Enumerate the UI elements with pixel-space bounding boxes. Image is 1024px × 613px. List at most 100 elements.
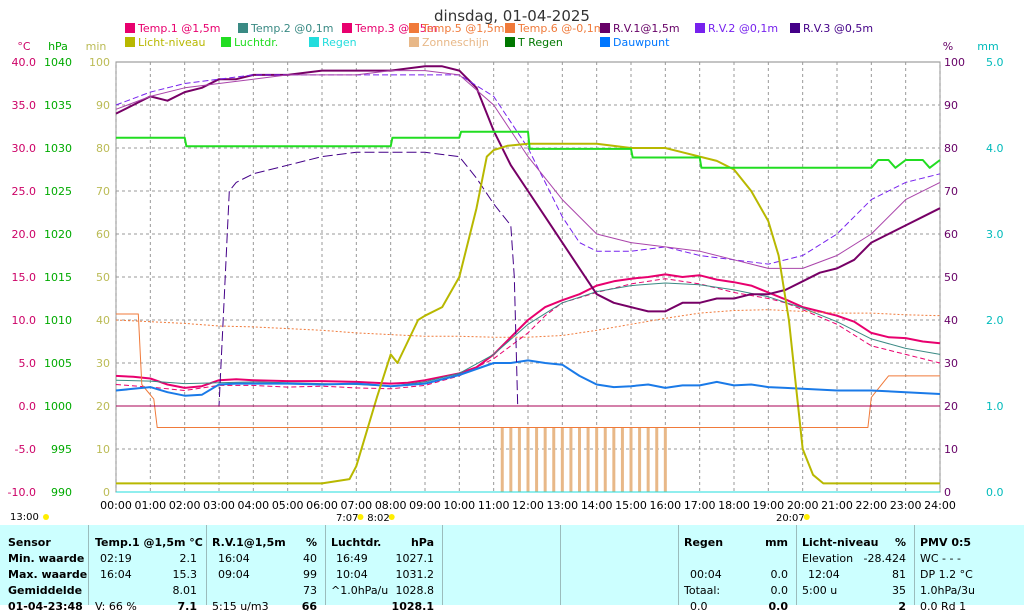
x-tick-label: 12:00 (512, 499, 544, 512)
x-tick-label: 16:00 (649, 499, 681, 512)
minutes-tick-label: 0 (103, 486, 110, 499)
legend-label: R.V.3 @0,5m (803, 22, 873, 35)
rain-tick-label: 3.0 (986, 228, 1004, 241)
sensor-header: Sensor (8, 536, 51, 549)
series-line-temp-1-1-5m (115, 273, 941, 389)
sun-marker-icon (803, 514, 810, 520)
x-tick-label: 01:00 (134, 499, 166, 512)
legend-swatch (409, 37, 419, 47)
rain-axis-label: mm (977, 40, 998, 53)
legend-swatch (125, 23, 135, 33)
x-tick-label: 19:00 (752, 499, 784, 512)
x-tick-label: 22:00 (855, 499, 887, 512)
sunshine-bar (646, 427, 650, 492)
legend-swatch (505, 37, 515, 47)
temp1-last-val: 7.1 (177, 600, 198, 613)
light-header: Licht-niveau (802, 536, 879, 549)
rv1-max-val: 99 (303, 568, 317, 581)
sunshine-bar (509, 427, 513, 492)
row-avg-label: Gemiddelde (8, 584, 83, 597)
x-tick-label: 10:00 (443, 499, 475, 512)
temp-tick-label: 40.0 (12, 56, 37, 69)
sunshine-bar (612, 427, 616, 492)
legend-swatch (342, 23, 352, 33)
legend-swatch (695, 23, 705, 33)
legend-swatch (790, 23, 800, 33)
temp-axis-label: °C (17, 40, 31, 53)
humidity-tick-label: 60 (944, 228, 958, 241)
rain-row3-label: 0.0 (690, 600, 708, 613)
rain-tick-label: 5.0 (986, 56, 1004, 69)
rv1-last-label: 5:15 u/m3 (212, 600, 269, 613)
x-tick-label: 08:00 (375, 499, 407, 512)
legend-label: Zonneschijn (422, 36, 489, 49)
pmv-wc: WC - - - (920, 552, 961, 565)
rain-row2-val: 0.0 (770, 584, 789, 597)
x-tick-label: 20:00 (787, 499, 819, 512)
pressure-unit: hPa (410, 536, 434, 549)
rain-tick-label: 2.0 (986, 314, 1004, 327)
pressure-tick-label: 1005 (44, 357, 72, 370)
pressure-tick-label: 1040 (44, 56, 72, 69)
pressure-trend-val: 1028.8 (395, 584, 435, 597)
sunshine-bar (629, 427, 633, 492)
row-max-label: Max. waarde (8, 568, 88, 581)
pressure-tick-label: 990 (51, 486, 72, 499)
row-last-label: 01-04-23:48 (8, 600, 83, 613)
rv1-unit: % (305, 536, 317, 549)
light-last-val: 2 (898, 600, 906, 613)
legend-swatch (309, 37, 319, 47)
legend-label: Temp.1 @1,5m (137, 22, 221, 35)
x-tick-label: 07:00 (340, 499, 372, 512)
x-tick-label: 24:00 (924, 499, 956, 512)
humidity-tick-label: 100 (944, 56, 965, 69)
legend-label: Temp.6 @-0,1m (517, 22, 605, 35)
x-tick-label: 04:00 (237, 499, 269, 512)
sunshine-bar (603, 427, 607, 492)
sunshine-bar (655, 427, 659, 492)
minutes-tick-label: 80 (96, 142, 110, 155)
temp-tick-label: -5.0 (15, 443, 36, 456)
legend-swatch (409, 23, 419, 33)
legend-swatch (600, 37, 610, 47)
light-max-time: 12:04 (808, 568, 840, 581)
sun-markers: 13:00 7:07 8:02 20:07 (10, 512, 810, 524)
rain-row3-val: 0.0 (768, 600, 789, 613)
sunshine-bar (543, 427, 547, 492)
temp1-max-val: 15.3 (172, 568, 198, 581)
x-tick-label: 03:00 (203, 499, 235, 512)
rv1-min-val: 40 (303, 552, 317, 565)
sunshine-bar (595, 427, 599, 492)
pmv-dp: DP 1.2 °C (920, 568, 973, 581)
minutes-tick-label: 70 (96, 185, 110, 198)
sunshine-bar (586, 427, 590, 492)
left-axes: °C 40.0 35.0 30.0 25.0 20.0 15.0 10.0 5.0 0.0 -5.0… (8, 40, 110, 499)
temp1-header: Temp.1 @1,5m °C (95, 536, 203, 549)
rain-row2-label: Totaal: (684, 584, 721, 597)
x-tick-label: 15:00 (615, 499, 647, 512)
sun-marker-label: 13:00 (10, 512, 39, 523)
sun-marker-label: 20:07 (776, 513, 805, 524)
sunshine-bar (638, 427, 642, 492)
minutes-tick-label: 40 (96, 314, 110, 327)
temp-tick-label: 5.0 (19, 357, 37, 370)
legend-label: T Regen (517, 36, 563, 49)
minutes-tick-label: 20 (96, 400, 110, 413)
series-line-r-v-1-1-5m (115, 65, 941, 313)
summary-table: Sensor Min. waarde Max. waarde Gemiddeld… (0, 525, 1024, 613)
legend-label: Regen (322, 36, 357, 49)
sunshine-bar (535, 427, 539, 492)
x-tick-label: 11:00 (478, 499, 510, 512)
pressure-trend-label: ^1.0hPa/u (331, 584, 389, 597)
pressure-tick-label: 1035 (44, 99, 72, 112)
sunshine-bar (560, 427, 564, 492)
temp-tick-label: 25.0 (12, 185, 37, 198)
sunshine-bar (526, 427, 530, 492)
temp-tick-label: 15.0 (12, 271, 37, 284)
temp-tick-label: 0.0 (19, 400, 37, 413)
light-elev-label: Elevation (802, 552, 854, 565)
legend-swatch (125, 37, 135, 47)
rain-tick-label: 1.0 (986, 400, 1004, 413)
minutes-tick-label: 90 (96, 99, 110, 112)
minutes-tick-label: 60 (96, 228, 110, 241)
